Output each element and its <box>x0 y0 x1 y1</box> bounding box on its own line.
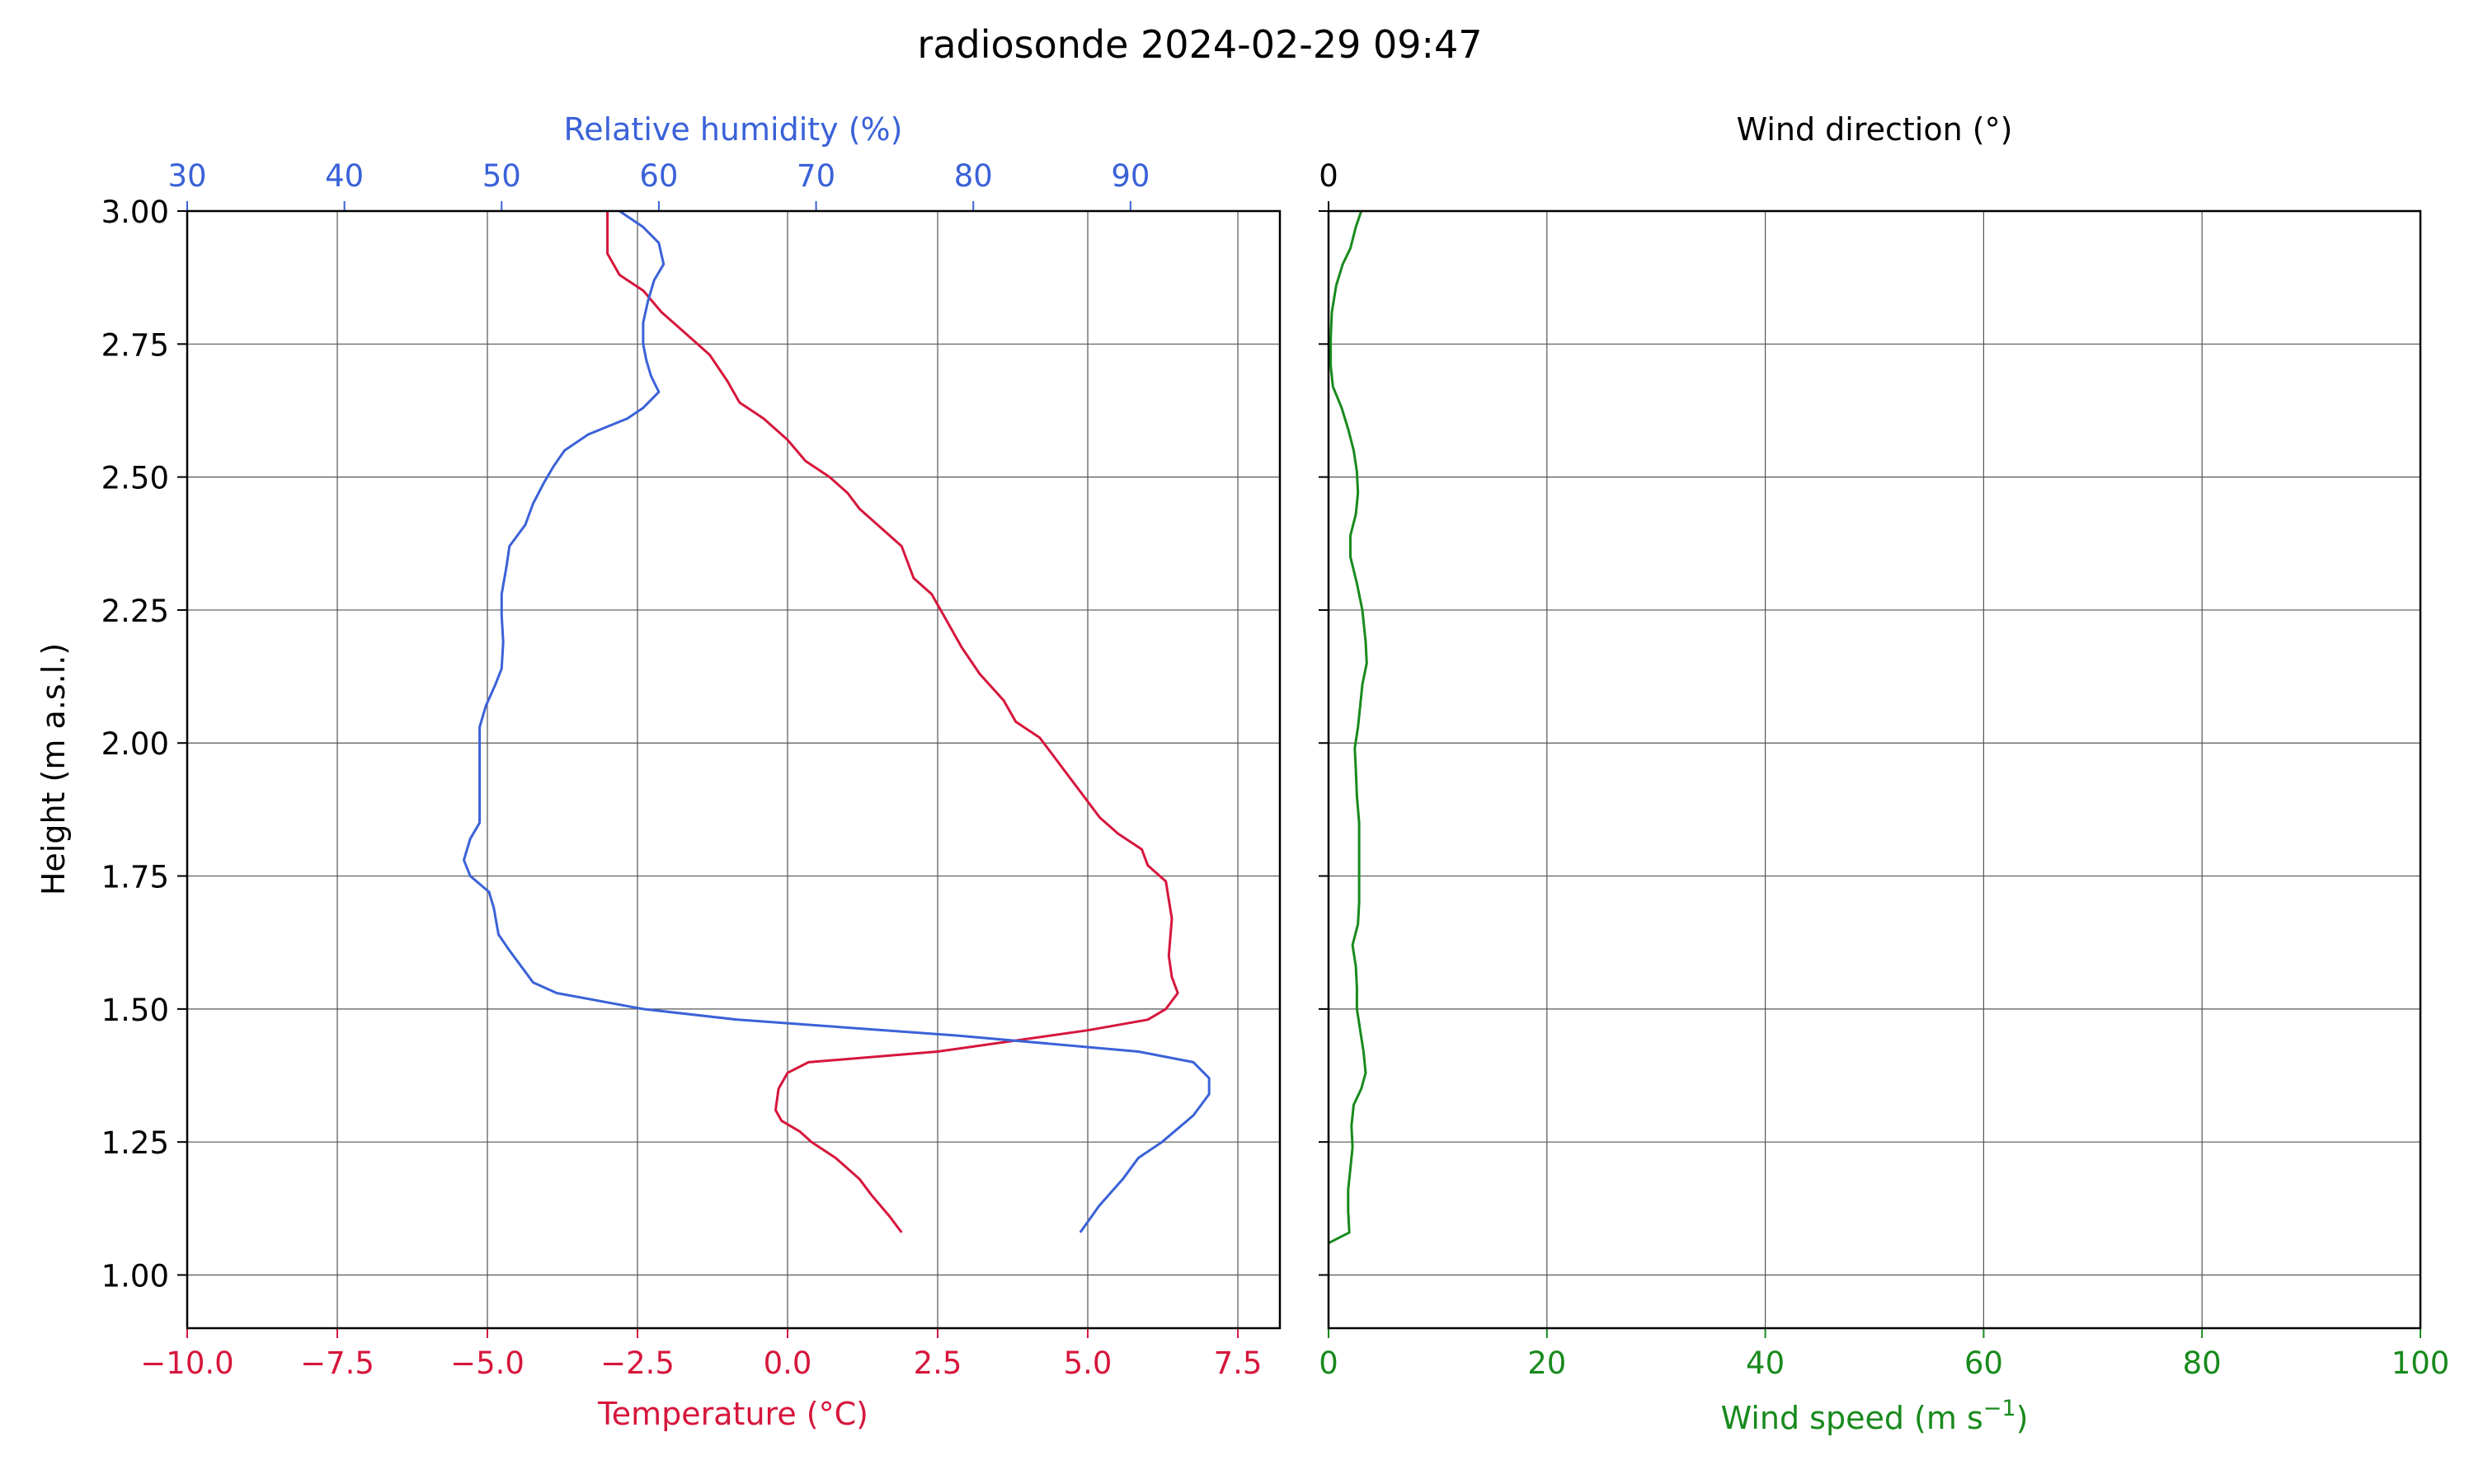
x-tick-label: 100 <box>2392 1345 2450 1381</box>
wind-speed-axis-label: Wind speed (m s−1) <box>1721 1396 2029 1436</box>
y-tick-label: 1.25 <box>101 1125 169 1161</box>
x-tick-label: 40 <box>1746 1345 1785 1381</box>
wind-direction-axis-label: Wind direction (°) <box>1737 111 2013 148</box>
humidity-line <box>463 209 1211 1233</box>
top-tick-label: 0 <box>1319 158 1338 194</box>
humidity-axis-label: Relative humidity (%) <box>564 111 903 148</box>
top-tick-label: 70 <box>797 158 835 194</box>
y-tick-label: 1.50 <box>101 993 169 1028</box>
top-tick-label: 90 <box>1111 158 1150 194</box>
temperature-humidity-panel: 1.00 1.25 1.50 1.75 2.00 2.25 2.50 2.75 3.00 −10.… <box>35 111 1282 1432</box>
x-tick-label: 5.0 <box>1064 1345 1112 1381</box>
x-tick-label: 80 <box>2183 1345 2222 1381</box>
x-tick-label: 2.5 <box>914 1345 962 1381</box>
x-tick-label: 60 <box>1964 1345 2003 1381</box>
top-tick-label: 60 <box>639 158 678 194</box>
y-tick-label: 2.25 <box>101 594 169 629</box>
temperature-line <box>606 211 1179 1233</box>
temperature-axis-label: Temperature (°C) <box>597 1396 868 1432</box>
y-tick-label: 2.00 <box>101 726 169 762</box>
top-tick-label: 30 <box>167 158 206 194</box>
x-tick-label: −10.0 <box>140 1345 233 1381</box>
right-series <box>1328 210 1368 1245</box>
x-tick-label: −2.5 <box>600 1345 675 1381</box>
top-tick-label: 80 <box>954 158 993 194</box>
y-tick-label: 3.00 <box>101 195 169 230</box>
left-series <box>463 209 1211 1233</box>
x-tick-label: 7.5 <box>1214 1345 1263 1381</box>
right-grid <box>1328 210 2421 1328</box>
wind-speed-label-end: ) <box>2016 1400 2029 1436</box>
left-ticks: 1.00 1.25 1.50 1.75 2.00 2.25 2.50 2.75 3.00 −10.… <box>101 158 1263 1381</box>
y-tick-label: 2.75 <box>101 327 169 363</box>
top-tick-label: 40 <box>325 158 364 194</box>
wind-speed-label-sup: −1 <box>1983 1396 2016 1421</box>
x-tick-label: −7.5 <box>300 1345 374 1381</box>
figure-title: radiosonde 2024-02-29 09:47 <box>917 22 1482 67</box>
x-tick-label: 20 <box>1527 1345 1566 1381</box>
right-plot-frame <box>1327 209 2422 1330</box>
x-tick-label: −5.0 <box>450 1345 524 1381</box>
left-grid <box>186 210 1280 1328</box>
x-tick-label: 0.0 <box>764 1345 812 1381</box>
height-axis-label: Height (m a.s.l.) <box>35 643 72 895</box>
y-tick-label: 2.50 <box>101 461 169 496</box>
wind_speed-line <box>1328 210 1368 1245</box>
wind-speed-label-main: Wind speed (m s <box>1721 1400 1983 1436</box>
x-tick-label: 0 <box>1319 1345 1338 1381</box>
y-tick-label: 1.75 <box>101 860 169 895</box>
wind-panel: 0 20 40 60 80 100 0 Wind speed (m s−1) Wind di… <box>1319 111 2449 1436</box>
left-plot-frame <box>186 209 1282 1330</box>
top-tick-label: 50 <box>482 158 521 194</box>
right-ticks: 0 20 40 60 80 100 0 <box>1319 158 2449 1381</box>
y-tick-label: 1.00 <box>101 1258 169 1294</box>
